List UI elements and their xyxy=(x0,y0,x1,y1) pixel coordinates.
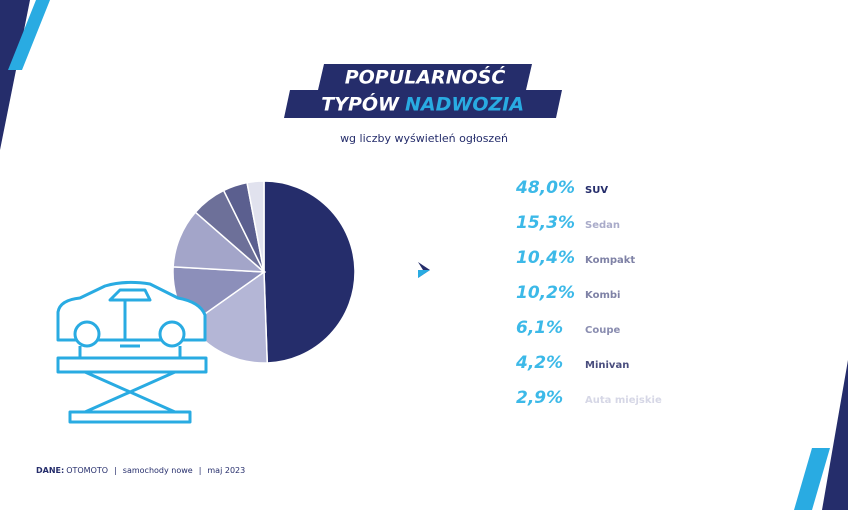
corner-stripe xyxy=(0,0,30,150)
subtitle: wg liczby wyświetleń ogłoszeń xyxy=(340,132,508,145)
legend-label: Kompakt xyxy=(585,255,635,266)
chevron xyxy=(418,270,430,278)
legend-label: Auta miejskie xyxy=(585,395,662,406)
legend-label: Kombi xyxy=(585,290,620,301)
legend-label: Sedan xyxy=(585,220,620,231)
legend-value: 2,9% xyxy=(516,388,563,408)
legend-value: 4,2% xyxy=(515,353,563,373)
pie xyxy=(172,180,356,364)
legend-value: 10,2% xyxy=(516,283,575,303)
pie-slice xyxy=(263,180,356,364)
legend-label: Minivan xyxy=(585,360,629,371)
title: NADWOZIA xyxy=(405,94,524,116)
title-banner xyxy=(284,90,562,118)
legend-value: 15,3% xyxy=(516,213,575,233)
footer-sep: | xyxy=(114,466,117,475)
footer-part: maj 2023 xyxy=(207,466,245,475)
title: TYPÓW xyxy=(321,92,400,116)
corner-stripe xyxy=(794,448,830,510)
legend-value: 48,0% xyxy=(515,178,575,198)
legend-label: Coupe xyxy=(585,325,620,336)
legend-value: 6,1% xyxy=(516,318,563,338)
pie-slice xyxy=(246,180,265,273)
title-banner xyxy=(318,64,532,90)
footer: DANE: OTOMOTO | samochody nowe | maj 2023 xyxy=(36,466,245,475)
corner-stripe xyxy=(8,0,50,70)
car-lift-icon xyxy=(56,280,208,424)
footer-part: samochody nowe xyxy=(123,466,193,475)
corner-stripe xyxy=(822,360,848,510)
title: POPULARNOŚĆ xyxy=(345,65,506,89)
legend-value: 10,4% xyxy=(516,248,575,268)
legend-label: SUV xyxy=(585,185,608,196)
footer-part: OTOMOTO xyxy=(66,466,108,475)
footer-label: DANE: xyxy=(36,466,64,475)
footer-sep: | xyxy=(199,466,202,475)
